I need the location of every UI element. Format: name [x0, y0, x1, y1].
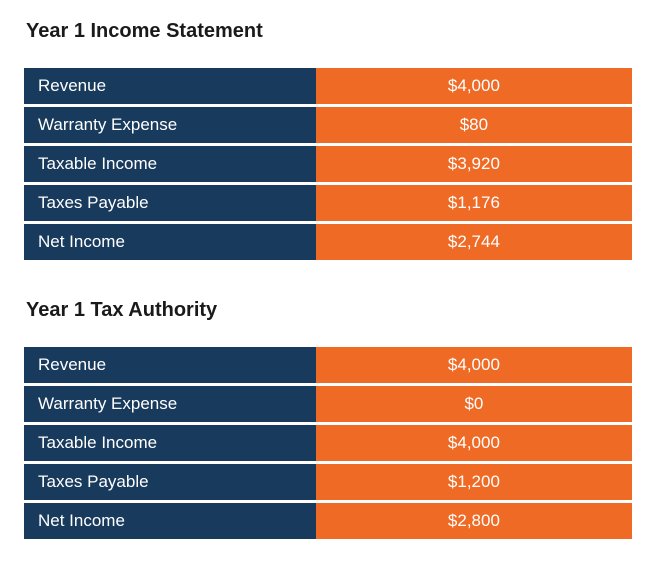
row-value: $80: [316, 107, 632, 143]
table-row: Net Income $2,744: [24, 224, 632, 260]
row-value: $2,800: [316, 503, 632, 539]
row-value: $1,176: [316, 185, 632, 221]
row-value: $3,920: [316, 146, 632, 182]
row-label: Taxes Payable: [24, 185, 316, 221]
table-row: Revenue $4,000: [24, 347, 632, 383]
table-row: Warranty Expense $80: [24, 107, 632, 143]
row-label: Taxes Payable: [24, 464, 316, 500]
row-label: Net Income: [24, 503, 316, 539]
row-label: Taxable Income: [24, 146, 316, 182]
income-statement-table: Revenue $4,000 Warranty Expense $80 Taxa…: [24, 65, 632, 263]
section-title-income-statement: Year 1 Income Statement: [26, 20, 632, 43]
tax-authority-table: Revenue $4,000 Warranty Expense $0 Taxab…: [24, 344, 632, 542]
table-row: Net Income $2,800: [24, 503, 632, 539]
row-label: Warranty Expense: [24, 386, 316, 422]
row-value: $2,744: [316, 224, 632, 260]
section-title-tax-authority: Year 1 Tax Authority: [26, 299, 632, 322]
table-row: Taxable Income $4,000: [24, 425, 632, 461]
table-row: Warranty Expense $0: [24, 386, 632, 422]
row-value: $4,000: [316, 68, 632, 104]
row-value: $1,200: [316, 464, 632, 500]
table-row: Taxes Payable $1,200: [24, 464, 632, 500]
row-label: Warranty Expense: [24, 107, 316, 143]
row-label: Net Income: [24, 224, 316, 260]
table-row: Revenue $4,000: [24, 68, 632, 104]
row-value: $4,000: [316, 425, 632, 461]
row-value: $0: [316, 386, 632, 422]
table-row: Taxable Income $3,920: [24, 146, 632, 182]
row-label: Taxable Income: [24, 425, 316, 461]
table-row: Taxes Payable $1,176: [24, 185, 632, 221]
row-label: Revenue: [24, 68, 316, 104]
row-label: Revenue: [24, 347, 316, 383]
row-value: $4,000: [316, 347, 632, 383]
